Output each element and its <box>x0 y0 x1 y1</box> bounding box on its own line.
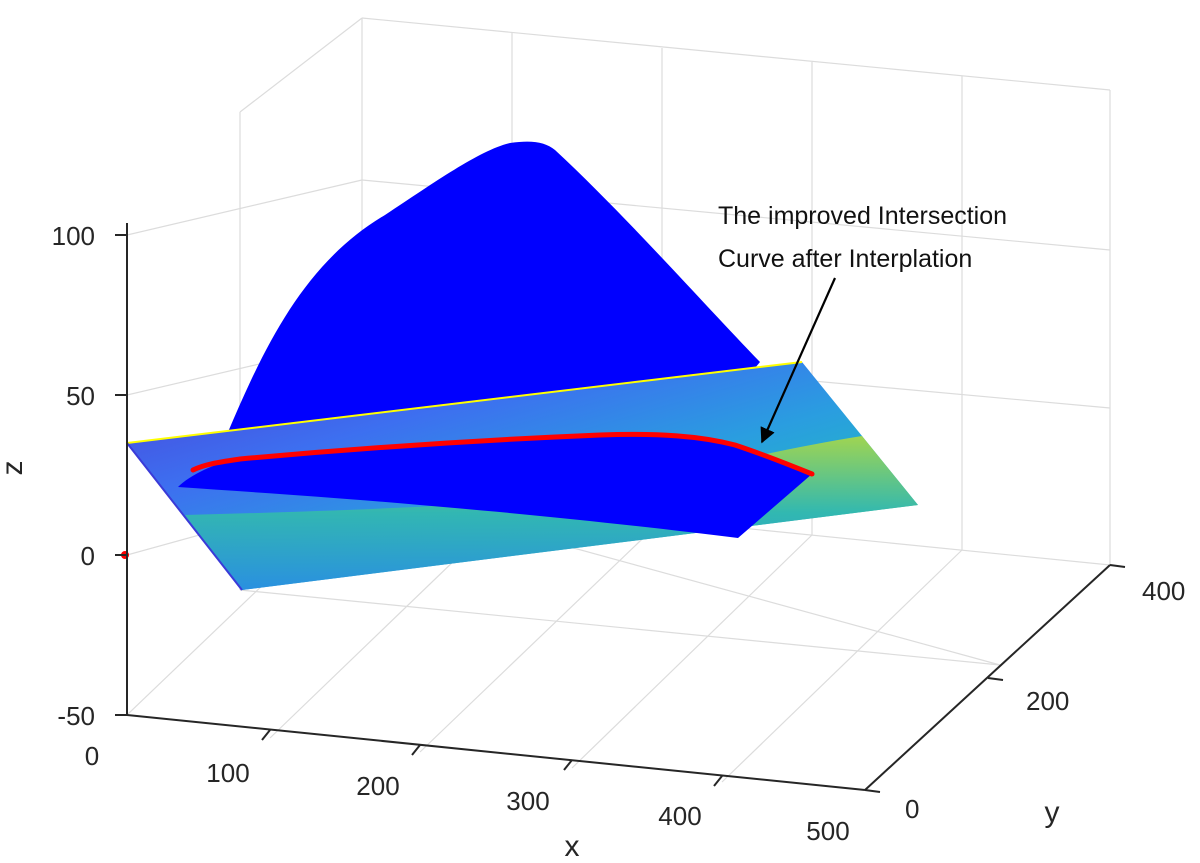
z-tick-label: 0 <box>81 541 95 571</box>
annotation-arrow <box>760 277 837 444</box>
annotation-line-2: Curve after Interplation <box>718 245 972 273</box>
x-tick-label: 300 <box>506 786 549 816</box>
x-tick-label: 0 <box>85 741 99 771</box>
annotation-line-1: The improved Intersection <box>718 202 1007 230</box>
plane-top-edge <box>126 361 803 444</box>
axes-lines <box>126 223 1111 791</box>
y-tick-label: 400 <box>1142 576 1185 606</box>
x-tick-label: 500 <box>806 816 849 846</box>
surface-peak <box>228 141 760 451</box>
intersection-curve <box>190 431 815 477</box>
surface-lower <box>178 434 812 538</box>
x-tick-label: 400 <box>658 801 701 831</box>
x-axis-label: x <box>565 830 580 863</box>
z-tick-label: -50 <box>57 701 95 731</box>
x-tick-label: 100 <box>206 758 249 788</box>
y-tick-label: 200 <box>1026 686 1069 716</box>
z-tick-label: 100 <box>52 221 95 251</box>
y-axis-label: y <box>1045 796 1060 829</box>
z-ticks <box>115 234 127 716</box>
z-axis-label: z <box>0 461 29 476</box>
y-ticks <box>864 564 1126 793</box>
plane-left-edge <box>126 442 243 591</box>
x-tick-label: 200 <box>356 771 399 801</box>
x-ticks <box>261 729 723 787</box>
y-tick-label: 0 <box>905 794 919 824</box>
z-tick-label: 50 <box>66 381 95 411</box>
